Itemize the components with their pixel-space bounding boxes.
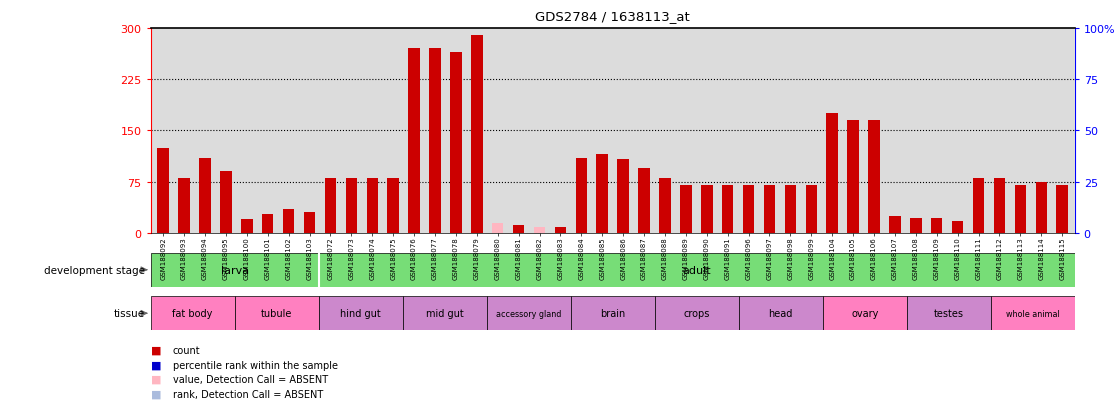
Text: whole animal: whole animal <box>1006 309 1059 318</box>
Text: ■: ■ <box>151 360 161 370</box>
Bar <box>638 169 650 233</box>
Bar <box>952 221 963 233</box>
Bar <box>179 179 190 233</box>
Bar <box>763 186 776 233</box>
Bar <box>822 297 906 330</box>
Bar <box>513 225 525 233</box>
Bar <box>847 121 859 233</box>
Bar <box>906 297 991 330</box>
Text: count: count <box>173 345 201 355</box>
Bar <box>408 49 420 233</box>
Bar <box>991 297 1075 330</box>
Bar <box>471 36 482 233</box>
Bar <box>430 49 441 233</box>
Bar <box>868 121 879 233</box>
Bar <box>570 297 655 330</box>
Bar <box>743 186 754 233</box>
Bar <box>973 179 984 233</box>
Bar <box>492 223 503 233</box>
Text: crops: crops <box>683 309 710 318</box>
Text: fat body: fat body <box>173 309 213 318</box>
Bar <box>785 186 796 233</box>
Text: development stage: development stage <box>44 265 145 275</box>
Bar <box>200 158 211 233</box>
Bar <box>157 148 169 233</box>
Text: testes: testes <box>934 309 964 318</box>
Bar <box>319 297 403 330</box>
Text: hind gut: hind gut <box>340 309 381 318</box>
Bar <box>576 158 587 233</box>
Text: ovary: ovary <box>852 309 878 318</box>
Text: head: head <box>769 309 792 318</box>
Bar <box>993 179 1006 233</box>
Text: percentile rank within the sample: percentile rank within the sample <box>173 360 338 370</box>
Bar <box>931 218 943 233</box>
Bar <box>701 186 712 233</box>
Bar <box>555 228 566 233</box>
Text: accessory gland: accessory gland <box>496 309 561 318</box>
Bar <box>262 214 273 233</box>
Bar <box>241 220 252 233</box>
Bar <box>827 114 838 233</box>
Bar <box>889 216 901 233</box>
Text: tubule: tubule <box>261 309 292 318</box>
Text: ■: ■ <box>151 345 161 355</box>
Bar <box>282 209 295 233</box>
Bar <box>304 213 316 233</box>
Text: adult: adult <box>682 265 711 275</box>
Text: ■: ■ <box>151 389 161 399</box>
Bar <box>346 179 357 233</box>
Bar <box>617 160 629 233</box>
Bar <box>220 172 232 233</box>
Text: rank, Detection Call = ABSENT: rank, Detection Call = ABSENT <box>173 389 324 399</box>
Text: mid gut: mid gut <box>426 309 463 318</box>
Bar <box>151 297 234 330</box>
Bar <box>403 297 487 330</box>
Bar <box>655 297 739 330</box>
Bar <box>680 186 692 233</box>
Bar <box>910 218 922 233</box>
Text: larva: larva <box>221 265 249 275</box>
Text: GDS2784 / 1638113_at: GDS2784 / 1638113_at <box>536 10 690 23</box>
Bar <box>387 179 398 233</box>
Bar <box>325 179 336 233</box>
Bar <box>366 179 378 233</box>
Bar <box>1057 186 1068 233</box>
Bar <box>596 155 608 233</box>
Bar <box>660 179 671 233</box>
Bar <box>234 297 319 330</box>
Bar <box>450 53 462 233</box>
Bar <box>739 297 822 330</box>
Text: brain: brain <box>600 309 625 318</box>
Bar <box>1014 186 1026 233</box>
Text: value, Detection Call = ABSENT: value, Detection Call = ABSENT <box>173 374 328 384</box>
Bar <box>806 186 817 233</box>
Bar <box>1036 182 1047 233</box>
Bar <box>533 228 546 233</box>
Bar <box>487 297 570 330</box>
Bar <box>722 186 733 233</box>
Text: ■: ■ <box>151 374 161 384</box>
Text: tissue: tissue <box>114 309 145 318</box>
